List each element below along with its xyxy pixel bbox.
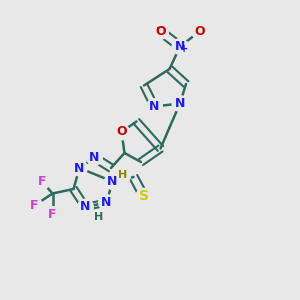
Circle shape [192,24,207,39]
Circle shape [105,174,120,189]
Circle shape [116,168,130,183]
Text: N: N [74,161,85,175]
Circle shape [34,174,50,189]
Text: H: H [94,212,103,223]
Text: O: O [155,25,166,38]
Circle shape [147,99,162,114]
Circle shape [45,207,60,222]
Circle shape [153,20,168,35]
Text: N: N [80,200,91,214]
Circle shape [99,195,114,210]
Circle shape [177,41,191,56]
Circle shape [78,199,93,215]
Text: +: + [180,44,188,54]
Circle shape [172,39,188,54]
Circle shape [72,160,87,176]
Circle shape [153,24,168,39]
Text: O: O [116,125,127,139]
Text: N: N [175,97,185,110]
Circle shape [27,198,42,213]
Text: N: N [149,100,160,113]
Circle shape [114,124,129,140]
Circle shape [92,210,106,225]
Text: S: S [139,190,149,203]
Text: H: H [118,170,127,181]
Text: F: F [38,175,46,188]
Text: N: N [175,40,185,53]
Text: −: − [156,22,166,33]
Text: N: N [101,196,112,209]
Text: F: F [30,199,39,212]
Circle shape [136,188,152,205]
Text: F: F [48,208,57,221]
Text: N: N [107,175,118,188]
Text: O: O [194,25,205,38]
Circle shape [172,96,188,111]
Text: N: N [89,151,100,164]
Circle shape [87,150,102,165]
